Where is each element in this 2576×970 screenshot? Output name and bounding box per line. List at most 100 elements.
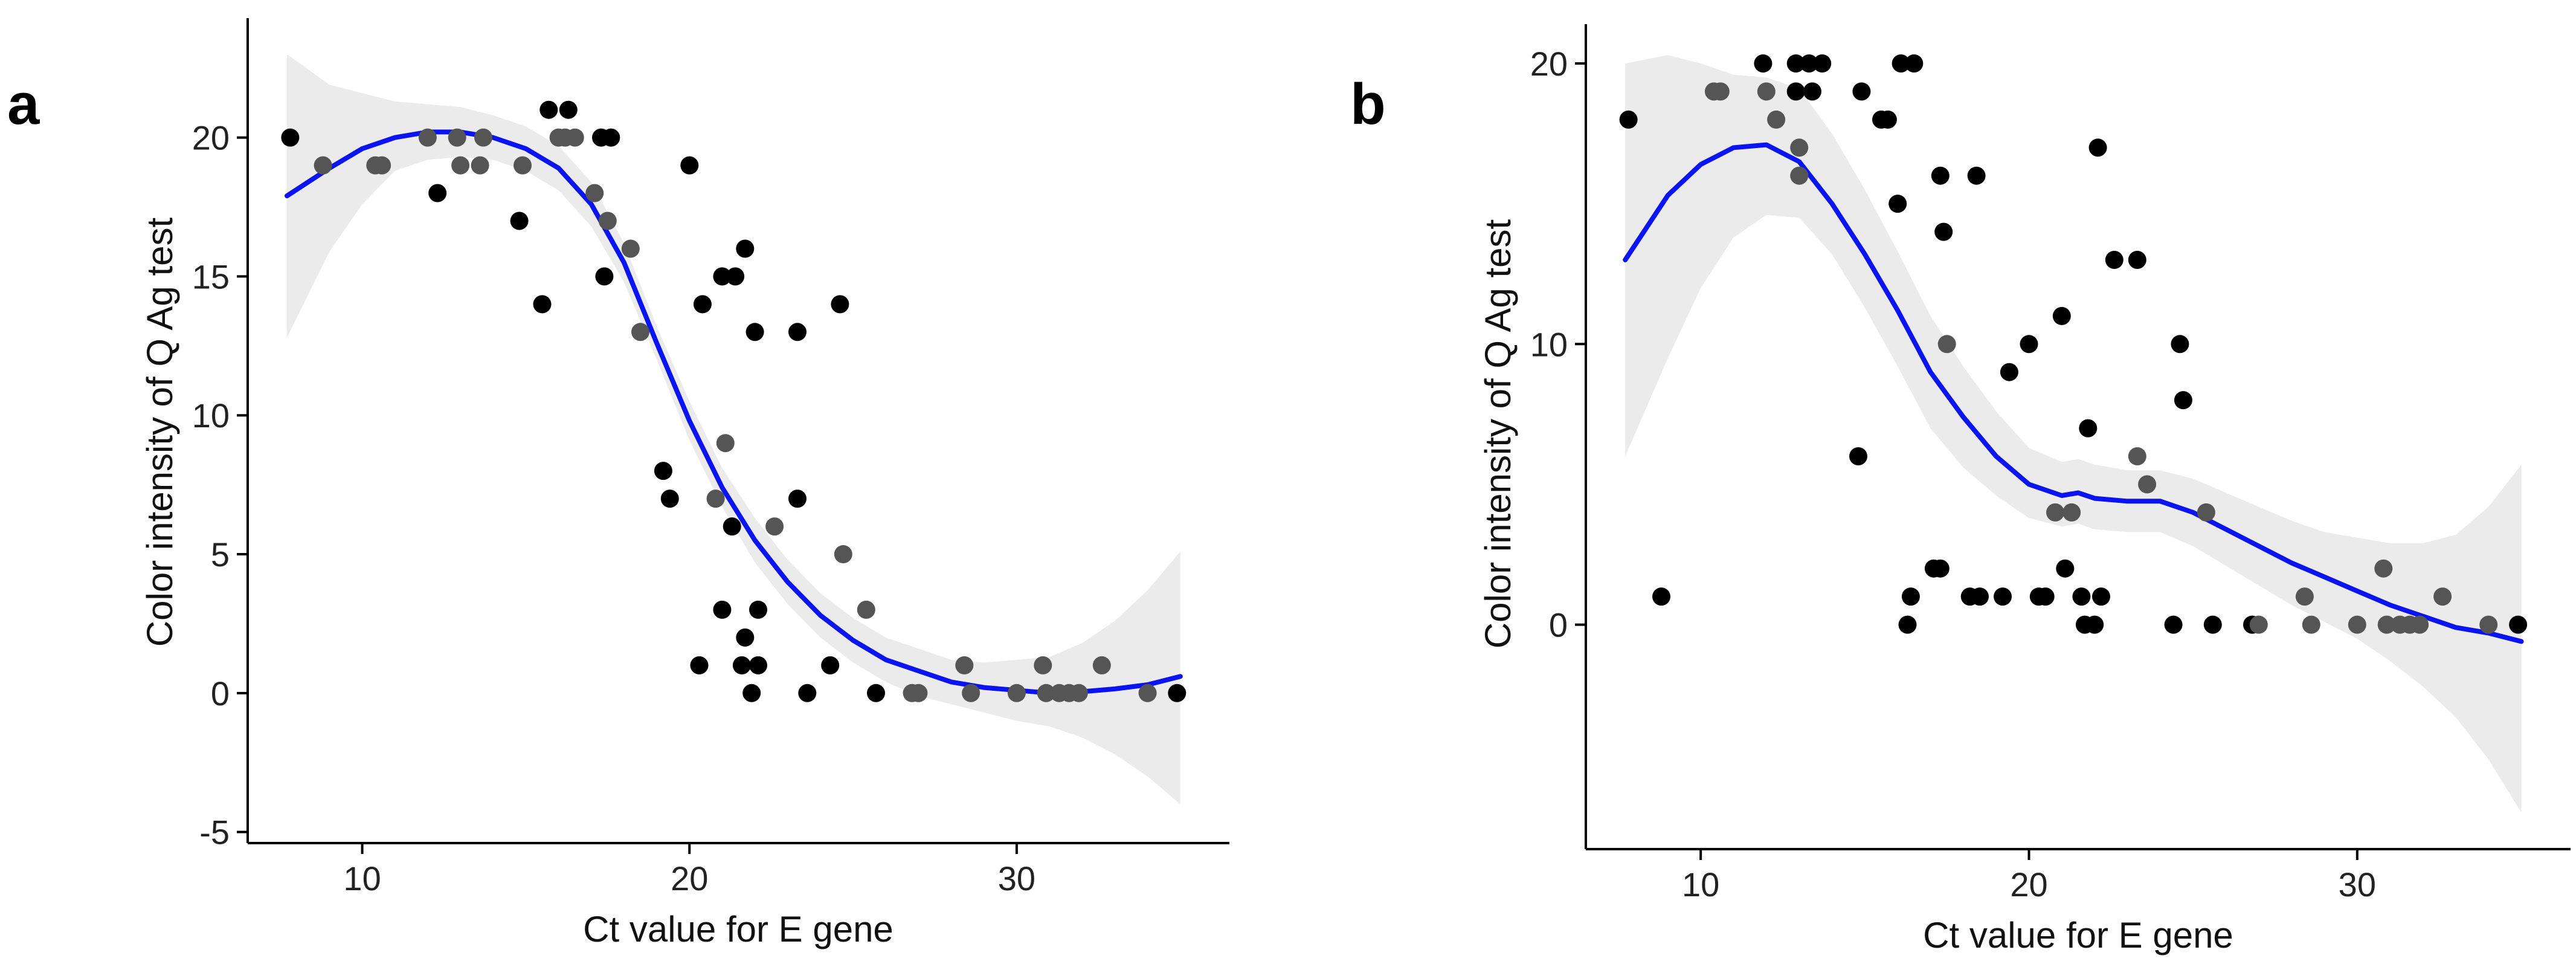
data-point: [726, 267, 745, 286]
data-point: [514, 156, 532, 175]
data-point: [2374, 559, 2393, 578]
x-axis-title-a: Ct value for E gene: [583, 909, 894, 949]
data-point: [2128, 447, 2146, 465]
data-point: [716, 434, 735, 453]
data-point: [1800, 54, 1818, 73]
data-point: [1931, 166, 1950, 185]
data-point: [2088, 138, 2107, 157]
data-point: [1711, 82, 1730, 101]
y-tick-label: 0: [211, 674, 230, 713]
data-point: [1754, 54, 1773, 73]
x-tick-label: 20: [671, 859, 708, 897]
data-point: [510, 212, 529, 230]
x-tick-label: 30: [998, 859, 1035, 897]
data-point: [736, 628, 755, 647]
data-point: [1971, 587, 1989, 606]
x-tick-label: 30: [2339, 865, 2376, 904]
y-tick-label: 20: [192, 119, 230, 157]
data-point: [2052, 306, 2071, 325]
data-point: [565, 128, 584, 147]
data-point: [834, 545, 852, 563]
data-point: [1813, 54, 1832, 73]
data-point: [1092, 656, 1111, 674]
data-point: [1898, 615, 1917, 634]
data-point: [1168, 684, 1187, 702]
data-point: [2046, 503, 2064, 522]
data-point: [831, 295, 849, 314]
data-point: [2092, 587, 2110, 606]
data-point: [2171, 335, 2189, 354]
data-point: [2062, 503, 2081, 522]
data-point: [585, 184, 604, 202]
data-point: [1138, 684, 1157, 702]
data-point: [2000, 363, 2018, 381]
data-point: [621, 239, 640, 258]
data-point: [2079, 419, 2098, 438]
data-point: [2203, 615, 2222, 634]
data-point: [451, 156, 470, 175]
data-point: [955, 656, 974, 674]
data-point: [1901, 587, 1920, 606]
data-point: [706, 490, 725, 508]
data-point: [788, 323, 807, 341]
data-point: [1967, 166, 1986, 185]
data-point: [602, 128, 620, 147]
data-point: [654, 462, 672, 480]
data-point: [788, 490, 807, 508]
data-point: [281, 128, 300, 147]
fit-line-b: [1623, 142, 2524, 644]
data-point: [2072, 587, 2091, 606]
data-point: [1757, 82, 1776, 101]
data-point: [1852, 82, 1871, 101]
data-point: [2479, 615, 2498, 634]
y-tick-label: -5: [199, 813, 230, 852]
data-point: [2036, 587, 2055, 606]
data-point: [471, 156, 489, 175]
data-point: [1767, 110, 1786, 129]
data-point: [660, 490, 679, 508]
data-point: [732, 656, 751, 674]
data-point: [749, 600, 767, 619]
data-point: [1934, 222, 1953, 241]
data-point: [713, 267, 732, 286]
data-point: [474, 128, 492, 147]
data-point: [713, 600, 732, 619]
scatter-points-b: [1619, 54, 2528, 634]
data-point: [1786, 82, 1805, 101]
data-point: [1652, 587, 1670, 606]
y-axis-title-b: Color intensity of Q Ag test: [1478, 219, 1518, 649]
data-point: [723, 517, 741, 536]
y-tick-label: 5: [211, 535, 230, 574]
data-point: [559, 100, 578, 119]
data-point: [428, 184, 447, 202]
confidence-band-b: [1625, 55, 2522, 813]
data-point: [2138, 475, 2157, 494]
data-point: [631, 323, 649, 341]
data-point: [2249, 615, 2268, 634]
data-point: [680, 156, 699, 175]
y-tick-label: 10: [192, 396, 230, 435]
data-point: [2164, 615, 2183, 634]
data-point: [1619, 110, 1638, 129]
data-point: [765, 517, 784, 536]
data-point: [1786, 54, 1805, 73]
data-point: [690, 656, 709, 674]
data-point: [693, 295, 712, 314]
data-point: [2128, 251, 2146, 269]
data-point: [373, 156, 391, 175]
data-point: [909, 684, 928, 702]
data-point: [2020, 335, 2038, 354]
x-tick-label: 10: [1682, 865, 1719, 904]
data-point: [1937, 335, 1956, 354]
x-ticks-b: 10 20 30: [1682, 849, 2376, 904]
data-point: [2377, 615, 2396, 634]
data-point: [1034, 656, 1052, 674]
data-point: [1878, 110, 1897, 129]
chart-panel-b: b 10 20 30 0 10 20 Ct value for E gene Color…: [1350, 24, 2571, 955]
data-point: [749, 656, 767, 674]
panel-label-a: a: [7, 72, 40, 137]
data-point: [821, 656, 840, 674]
y-tick-label: 0: [1549, 606, 1568, 644]
